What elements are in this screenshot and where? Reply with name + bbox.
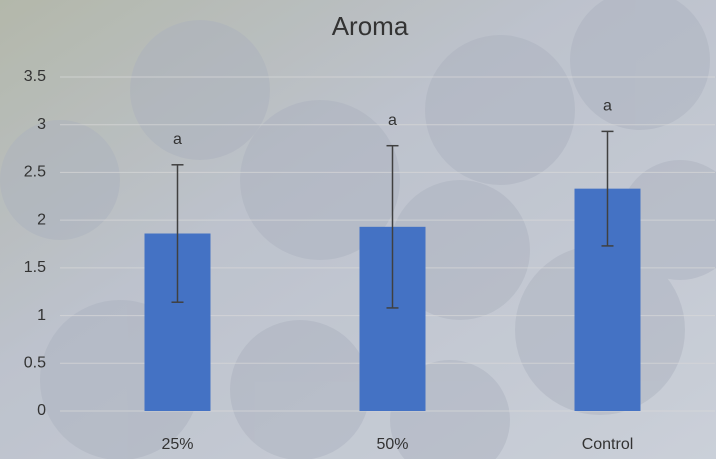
y-tick-label: 0 (37, 402, 46, 419)
annotation: a (173, 131, 182, 148)
x-tick-label: 25% (161, 436, 193, 453)
y-tick-label: 3 (37, 116, 46, 133)
y-tick-label: 2.5 (24, 164, 46, 181)
annotation: a (388, 112, 397, 129)
error-bar (386, 144, 399, 309)
error-bar (601, 130, 614, 247)
y-tick-label: 0.5 (24, 355, 46, 372)
error-bar (171, 164, 184, 303)
x-tick-label: 50% (376, 436, 408, 453)
y-tick-label: 3.5 (24, 68, 46, 85)
y-tick-label: 1 (37, 307, 46, 324)
y-tick-label: 2 (37, 211, 46, 228)
y-tick-label: 1.5 (24, 259, 46, 276)
x-tick-label: Control (582, 436, 634, 453)
annotation: a (603, 98, 612, 115)
chart-title: Aroma (332, 11, 409, 41)
